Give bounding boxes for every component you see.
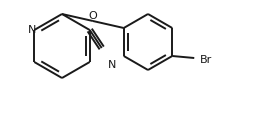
- Text: Br: Br: [200, 55, 212, 65]
- Text: N: N: [108, 60, 116, 70]
- Text: N: N: [28, 25, 36, 35]
- Text: O: O: [88, 11, 97, 21]
